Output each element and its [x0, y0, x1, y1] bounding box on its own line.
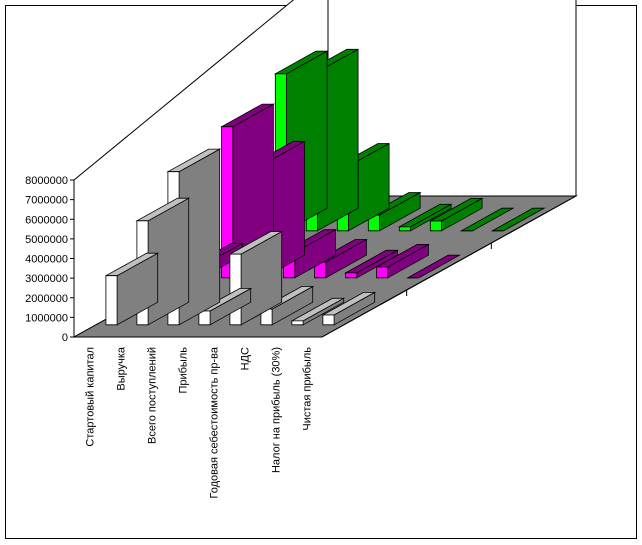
y-tick-label: 0: [62, 332, 68, 344]
x-tick-label: Чистая прибыль: [302, 347, 314, 431]
bar-2-6: [344, 249, 399, 279]
bar-3-7: [459, 207, 515, 232]
bar-2-2: [220, 103, 275, 279]
y-tick-label: 6000000: [25, 214, 68, 226]
y-tick-label: 5000000: [25, 234, 68, 246]
x-tick-label: Всего поступлений: [147, 347, 159, 444]
bar-3-6: [428, 197, 484, 232]
chart-bars: [105, 48, 546, 326]
y-tick-label: 8000000: [25, 175, 68, 187]
x-tick-label: Прибыль: [178, 347, 190, 394]
y-tick-label: 7000000: [25, 195, 68, 207]
x-tick-label: Выручка: [116, 346, 128, 391]
x-tick-label: Годовая себестоимость пр-ва: [209, 346, 221, 498]
x-tick-label: Налог на прибыль (30%): [271, 347, 283, 473]
bar-1-1: [105, 252, 160, 326]
bar-2-8: [406, 254, 461, 279]
y-tick-label: 4000000: [25, 254, 68, 266]
bar-1-7: [290, 297, 346, 326]
bar-1-2: [135, 197, 191, 326]
bar-3-8: [490, 207, 546, 232]
x-axis: Стартовый капитал Выручка Всего поступлени…: [74, 195, 577, 499]
x-tick-label: НДС: [240, 347, 252, 370]
y-tick-label: 3000000: [25, 273, 68, 285]
y-tick-label: 2000000: [25, 293, 68, 305]
y-axis: 8000000 7000000 6000000 5000000 4000000 30000…: [25, 175, 75, 344]
bar-2-7: [375, 243, 430, 279]
x-tick-label: Стартовый капитал: [85, 347, 97, 447]
bar-1-8: [321, 291, 377, 326]
y-tick-label: 1000000: [25, 312, 68, 324]
bar-3-5: [397, 203, 453, 232]
